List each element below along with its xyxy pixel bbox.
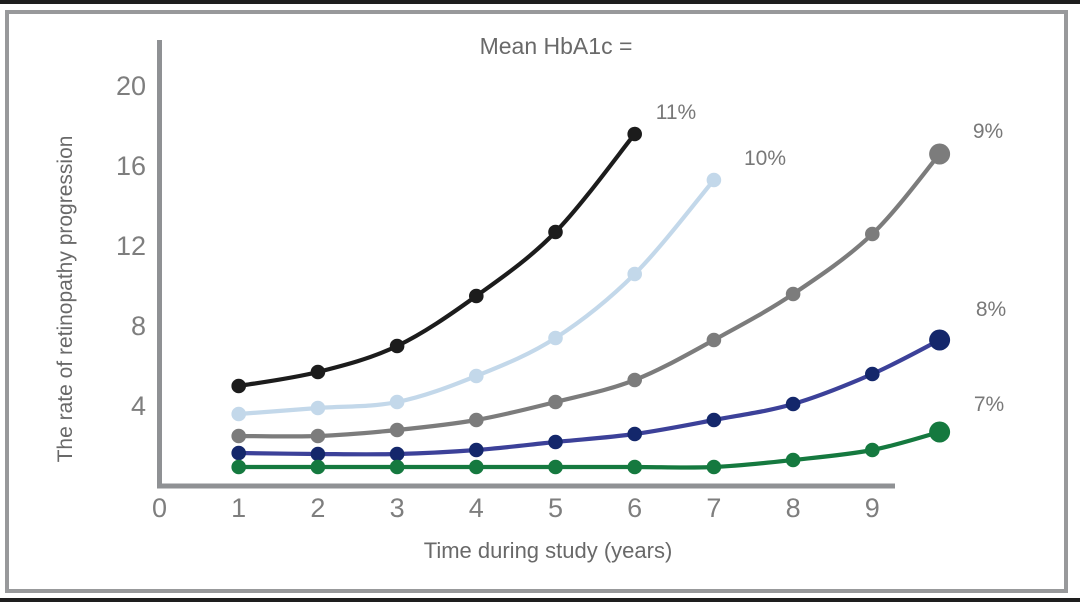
data-point [231, 459, 246, 475]
data-point [310, 428, 326, 444]
data-point [548, 459, 563, 475]
data-point [627, 372, 642, 388]
data-point [627, 426, 642, 442]
series-line-9% [236, 151, 942, 439]
data-point [548, 224, 563, 240]
data-point [469, 459, 484, 475]
data-point [469, 288, 484, 304]
series-label-7%: 7% [974, 393, 1004, 416]
data-point [929, 329, 951, 351]
x-tick-label: 3 [390, 493, 405, 523]
data-point [389, 459, 405, 475]
data-point [310, 400, 326, 416]
data-point [929, 421, 951, 443]
data-point [785, 286, 801, 302]
y-axis-title: The rate of retinopathy progression [54, 135, 77, 463]
x-tick-label: 7 [706, 493, 721, 523]
data-point [389, 422, 405, 438]
data-point [310, 364, 326, 380]
x-tick-label: 4 [469, 493, 484, 523]
data-point [469, 368, 484, 384]
data-point [865, 366, 880, 382]
data-point [929, 143, 951, 165]
x-tick-label: 1 [231, 493, 246, 523]
data-point [548, 330, 563, 346]
chart-title: Mean HbA1c = [479, 33, 633, 59]
data-point [469, 412, 484, 428]
data-point [706, 412, 722, 428]
series-line-7% [236, 429, 942, 470]
data-point [548, 394, 563, 410]
data-point [706, 332, 722, 348]
data-point [627, 126, 642, 142]
data-point [231, 445, 246, 461]
data-point [785, 396, 801, 412]
data-point [785, 452, 801, 468]
y-tick-label: 20 [116, 71, 146, 101]
data-point [865, 226, 880, 242]
series-label-11%: 11% [656, 101, 696, 124]
bottom-edge-bar [0, 598, 1080, 602]
data-point [389, 394, 405, 410]
data-point [627, 266, 642, 282]
x-tick-label: 8 [786, 493, 801, 523]
chart-frame [5, 10, 1068, 593]
data-point [627, 459, 642, 475]
x-axis-title: Time during study (years) [423, 538, 673, 563]
data-point [865, 442, 880, 458]
series-line-8% [236, 337, 942, 457]
data-point [706, 459, 722, 475]
y-tick-label: 16 [116, 151, 146, 181]
series-line-11% [236, 131, 637, 389]
data-point [469, 442, 484, 458]
y-tick-label: 12 [116, 231, 146, 261]
data-point [231, 428, 246, 444]
data-point [231, 406, 246, 422]
series-label-9%: 9% [973, 120, 1003, 143]
x-tick-label: 5 [548, 493, 563, 523]
x-tick-label: 2 [310, 493, 325, 523]
data-point [706, 172, 722, 188]
x-tick-label: 0 [152, 493, 167, 523]
data-point [548, 434, 563, 450]
top-edge-bar [0, 0, 1080, 4]
data-point [310, 446, 326, 462]
x-tick-label: 6 [627, 493, 642, 523]
series-label-8%: 8% [976, 298, 1006, 321]
y-tick-label: 8 [131, 311, 146, 341]
y-tick-label: 4 [131, 391, 146, 421]
data-point [389, 446, 405, 462]
data-point [310, 459, 326, 475]
data-point [231, 378, 246, 394]
series-label-10%: 10% [744, 147, 786, 170]
x-tick-label: 9 [865, 493, 880, 523]
data-point [389, 338, 405, 354]
